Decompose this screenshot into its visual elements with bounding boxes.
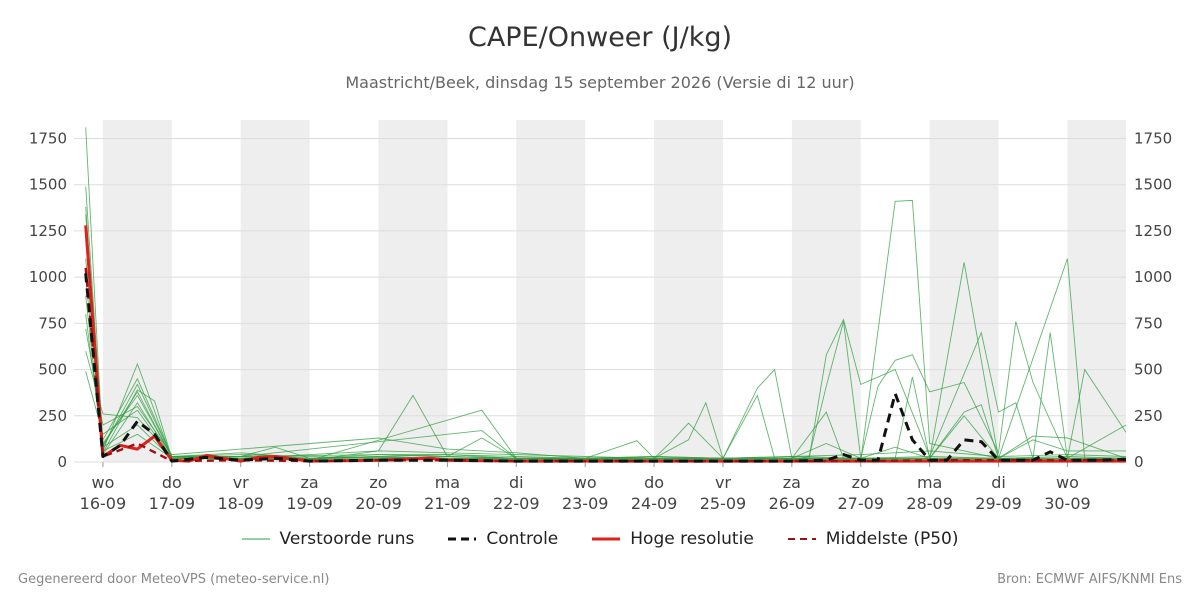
y-tick-right-1750: 1750: [1134, 129, 1172, 147]
day-band-3: [516, 120, 586, 462]
x-tick-date-19-09: 19-09: [286, 494, 333, 513]
x-tick-date-24-09: 24-09: [631, 494, 678, 513]
y-tick-right-250: 250: [1134, 407, 1163, 425]
x-tick-day-23-09: wo: [574, 473, 597, 492]
x-tick-day-22-09: di: [509, 473, 524, 492]
member-line-4: [85, 321, 1127, 460]
x-tick-date-25-09: 25-09: [700, 494, 747, 513]
x-tick-date-28-09: 28-09: [906, 494, 953, 513]
chart-subtitle: Maastricht/Beek, dinsdag 15 september 20…: [345, 73, 855, 92]
y-tick-left-1250: 1250: [29, 222, 67, 240]
x-tick-date-18-09: 18-09: [217, 494, 264, 513]
x-tick-date-30-09: 30-09: [1044, 494, 1091, 513]
member-line-5: [85, 350, 1127, 460]
day-band-4: [654, 120, 723, 462]
y-tick-left-0: 0: [57, 453, 67, 471]
x-tick-date-21-09: 21-09: [424, 494, 471, 513]
footer-source: Bron: ECMWF AIFS/KNMI Ens: [997, 572, 1182, 587]
x-tick-date-29-09: 29-09: [975, 494, 1022, 513]
x-tick-date-17-09: 17-09: [149, 494, 196, 513]
legend-item-members[interactable]: Verstoorde runs: [241, 529, 415, 549]
legend-item-control[interactable]: Controle: [448, 529, 558, 549]
day-band-2: [378, 120, 448, 462]
x-tick-day-17-09: do: [162, 473, 182, 492]
x-tick-date-26-09: 26-09: [769, 494, 816, 513]
x-tick-day-27-09: zo: [852, 473, 870, 492]
x-tick-date-22-09: 22-09: [493, 494, 540, 513]
x-tick-day-30-09: wo: [1056, 473, 1079, 492]
x-tick-day-28-09: ma: [917, 473, 942, 492]
y-tick-right-1500: 1500: [1134, 176, 1172, 194]
x-tick-date-27-09: 27-09: [838, 494, 885, 513]
x-tick-date-16-09: 16-09: [80, 494, 127, 513]
legend-item-hires[interactable]: Hoge resolutie: [592, 529, 754, 549]
x-tick-date-20-09: 20-09: [355, 494, 402, 513]
chart-title: CAPE/Onweer (J/kg): [467, 22, 732, 53]
legend-median-label: Middelste (P50): [825, 529, 959, 549]
y-tick-left-1500: 1500: [29, 176, 67, 194]
legend-control-swatch: [448, 537, 477, 541]
series-line-middelste-p50-: [84, 267, 1126, 463]
y-tick-right-1250: 1250: [1134, 222, 1172, 240]
series-line-controle: [84, 273, 1127, 463]
legend-median-swatch: [787, 538, 816, 540]
y-tick-right-1000: 1000: [1134, 268, 1172, 286]
legend-control-label: Controle: [486, 529, 559, 549]
x-tick-day-21-09: ma: [435, 473, 460, 492]
y-tick-right-500: 500: [1134, 361, 1163, 379]
x-tick-day-20-09: zo: [369, 473, 387, 492]
day-band-6: [929, 120, 999, 462]
legend-item-median[interactable]: Middelste (P50): [787, 529, 959, 549]
y-tick-right-0: 0: [1134, 453, 1144, 471]
x-tick-day-16-09: wo: [91, 473, 114, 492]
y-tick-left-1750: 1750: [29, 129, 67, 147]
x-tick-day-19-09: za: [301, 473, 319, 492]
x-tick-date-23-09: 23-09: [562, 494, 609, 513]
member-line-7: [85, 240, 1127, 459]
legend-members-swatch: [241, 538, 270, 540]
x-tick-day-26-09: za: [783, 473, 801, 492]
x-tick-day-18-09: vr: [233, 473, 249, 492]
footer-generator: Gegenereerd door MeteoVPS (meteo-service…: [18, 572, 330, 587]
day-band-7: [1067, 120, 1126, 462]
legend-hires-label: Hoge resolutie: [630, 529, 754, 549]
y-tick-right-750: 750: [1134, 314, 1163, 332]
day-band-5: [791, 120, 861, 462]
x-tick-day-24-09: do: [644, 473, 664, 492]
y-tick-left-500: 500: [38, 361, 67, 379]
legend: Verstoorde runs Controle Hoge resolutie …: [0, 529, 1200, 549]
day-band-0: [102, 120, 172, 462]
legend-hires-swatch: [592, 537, 621, 541]
x-tick-day-29-09: di: [991, 473, 1006, 492]
day-band-1: [240, 120, 310, 462]
y-tick-left-750: 750: [38, 314, 67, 332]
x-tick-day-25-09: vr: [715, 473, 731, 492]
y-tick-left-250: 250: [38, 407, 67, 425]
legend-members-label: Verstoorde runs: [279, 529, 415, 549]
y-tick-left-1000: 1000: [29, 268, 67, 286]
